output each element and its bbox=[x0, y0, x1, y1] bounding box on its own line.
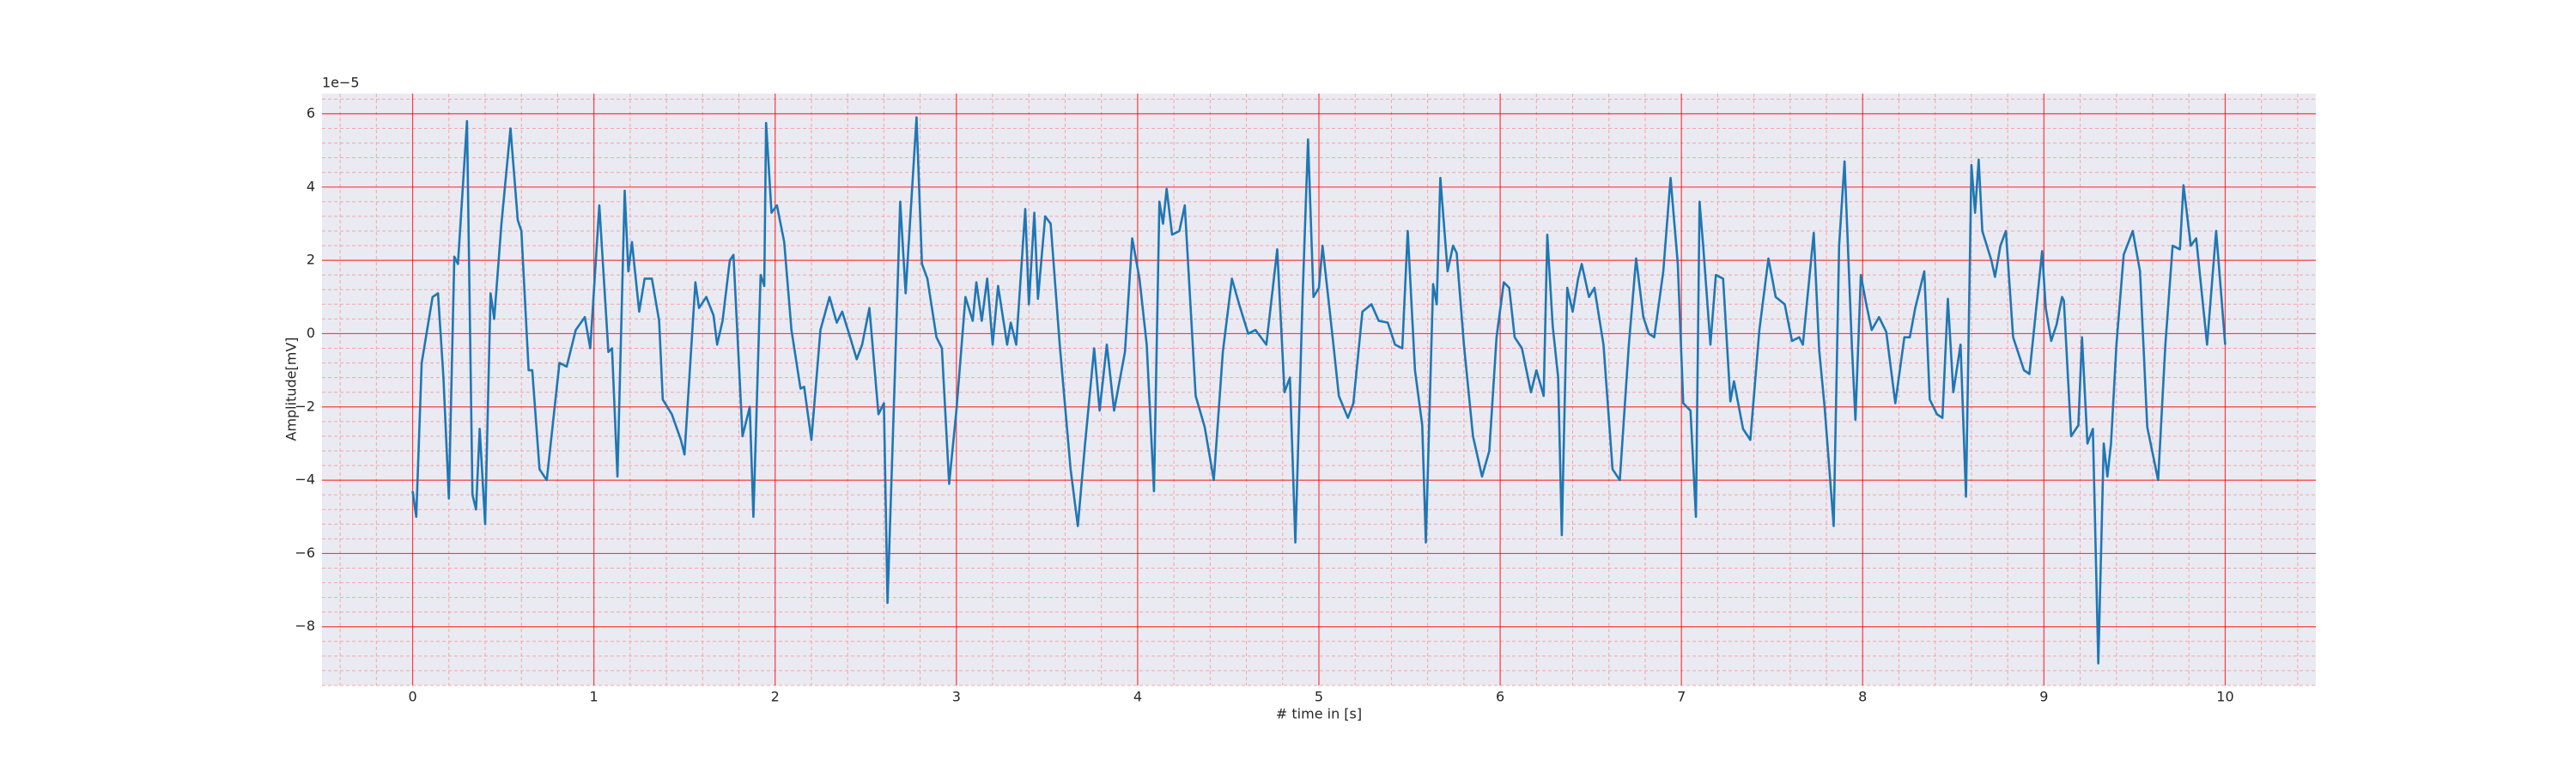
signal-line bbox=[411, 116, 2227, 665]
y-tick-label: 0 bbox=[307, 325, 315, 341]
y-tick-label: −8 bbox=[295, 618, 315, 634]
x-tick-label: 7 bbox=[1677, 689, 1686, 705]
y-tick-label: 4 bbox=[307, 178, 315, 194]
y-tick-label: −2 bbox=[295, 398, 315, 414]
y-tick-label: 6 bbox=[307, 105, 315, 121]
x-tick-label: 1 bbox=[590, 689, 598, 705]
y-tick-label: −4 bbox=[295, 472, 315, 488]
x-tick-label: 10 bbox=[2216, 689, 2233, 705]
y-axis-label: Amplitude[mV] bbox=[283, 337, 300, 441]
x-axis-label: # time in [s] bbox=[1276, 706, 1362, 722]
x-tick-label: 0 bbox=[408, 689, 416, 705]
y-tick-label: −6 bbox=[295, 545, 315, 561]
x-tick-label: 3 bbox=[952, 689, 961, 705]
y-offset-label: 1e−5 bbox=[322, 75, 360, 91]
x-tick-label: 8 bbox=[1858, 689, 1867, 705]
x-tick-label: 9 bbox=[2039, 689, 2048, 705]
y-tick-label: 2 bbox=[307, 252, 315, 268]
x-tick-label: 5 bbox=[1315, 689, 1323, 705]
x-tick-label: 2 bbox=[771, 689, 780, 705]
x-tick-label: 6 bbox=[1496, 689, 1504, 705]
x-tick-label: 4 bbox=[1133, 689, 1142, 705]
